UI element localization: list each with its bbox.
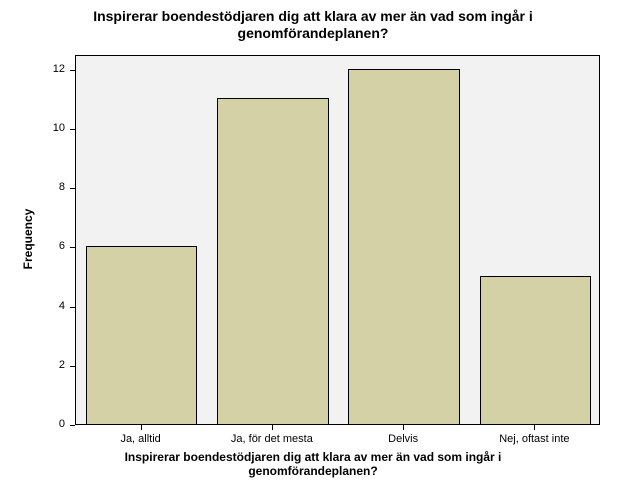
y-tick bbox=[70, 70, 75, 71]
bar bbox=[217, 98, 329, 424]
x-tick-label: Nej, oftast inte bbox=[469, 433, 600, 445]
x-tick-label: Ja, för det mesta bbox=[206, 433, 337, 445]
chart-title: Inspirerar boendestödjaren dig att klara… bbox=[0, 8, 626, 42]
bar bbox=[480, 276, 592, 424]
y-tick bbox=[70, 366, 75, 367]
x-tick bbox=[141, 425, 142, 430]
x-tick-label: Delvis bbox=[338, 433, 469, 445]
bar bbox=[86, 246, 198, 424]
y-tick-label: 0 bbox=[35, 418, 65, 430]
x-tick bbox=[272, 425, 273, 430]
y-tick bbox=[70, 425, 75, 426]
y-tick-label: 10 bbox=[35, 122, 65, 134]
y-tick-label: 6 bbox=[35, 240, 65, 252]
y-tick bbox=[70, 307, 75, 308]
plot-area bbox=[75, 55, 600, 425]
bar bbox=[348, 69, 460, 424]
y-tick-label: 8 bbox=[35, 181, 65, 193]
y-tick bbox=[70, 129, 75, 130]
bar-chart: Inspirerar boendestödjaren dig att klara… bbox=[0, 0, 626, 501]
y-tick-label: 12 bbox=[35, 63, 65, 75]
x-tick bbox=[403, 425, 404, 430]
y-tick bbox=[70, 247, 75, 248]
y-tick-label: 4 bbox=[35, 300, 65, 312]
x-tick bbox=[534, 425, 535, 430]
y-tick bbox=[70, 188, 75, 189]
y-axis-label: Frequency bbox=[21, 179, 35, 299]
x-axis-label: Inspirerar boendestödjaren dig att klara… bbox=[0, 450, 626, 479]
x-tick-label: Ja, alltid bbox=[75, 433, 206, 445]
y-tick-label: 2 bbox=[35, 359, 65, 371]
